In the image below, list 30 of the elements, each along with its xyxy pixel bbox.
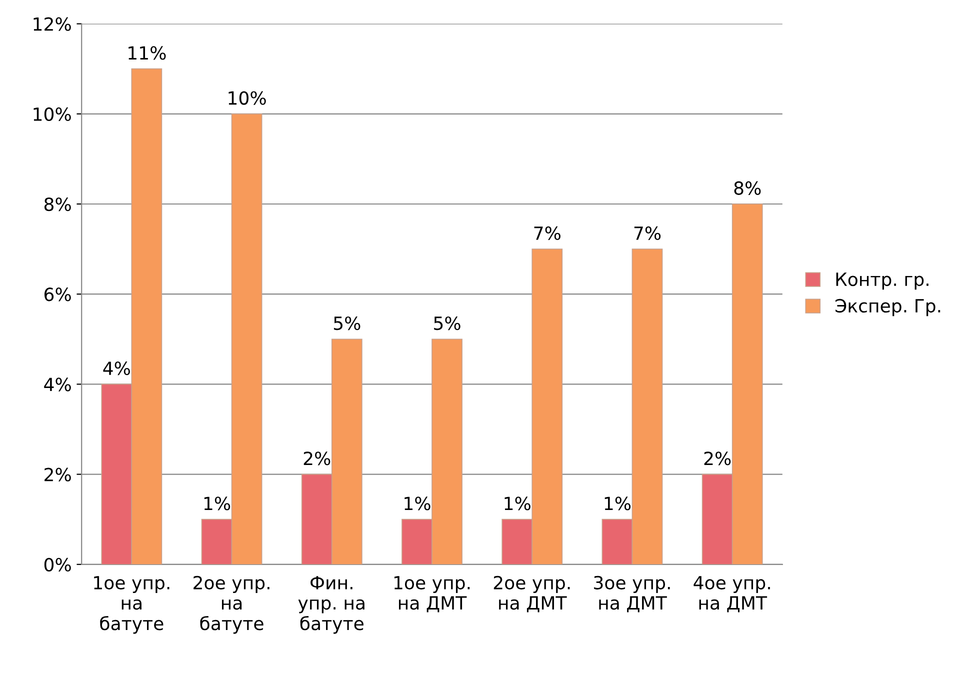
data-label: 1% — [404, 496, 430, 510]
x-tick-label: 1ое упр. на ДМТ — [394, 576, 470, 612]
data-label: 1% — [204, 496, 230, 510]
data-label: 7% — [634, 226, 661, 240]
legend-label: Экспер. Гр. — [836, 298, 940, 316]
x-tick-label: 2ое упр. на батуте — [194, 576, 270, 634]
data-label: 11% — [128, 46, 166, 60]
data-label: 5% — [334, 316, 360, 330]
data-label: 4% — [103, 361, 130, 376]
data-label: 5% — [434, 316, 460, 330]
y-tick-label: 10% — [34, 107, 71, 122]
y-tick-label: 4% — [44, 378, 71, 392]
x-tick-label: 2ое упр. на ДМТ — [494, 576, 570, 612]
data-label: 2% — [304, 452, 330, 466]
data-label: 7% — [534, 226, 560, 240]
y-tick-label: 12% — [34, 17, 71, 31]
x-tick-label: 3ое упр. на ДМТ — [594, 576, 670, 612]
data-label: 1% — [504, 496, 530, 510]
x-tick-label: Фин. упр. на батуте — [298, 576, 364, 634]
y-tick-label: 8% — [44, 197, 71, 212]
data-label: 1% — [604, 496, 631, 510]
y-tick-label: 0% — [44, 558, 71, 572]
x-tick-label: 1ое упр. на батуте — [94, 576, 170, 634]
data-label: 8% — [734, 181, 761, 195]
legend-label: Контр. гр. — [836, 272, 928, 290]
y-tick-label: 2% — [44, 468, 71, 482]
data-label: 2% — [704, 452, 731, 466]
x-tick-label: 4ое упр. на ДМТ — [694, 576, 770, 612]
data-label: 10% — [228, 91, 266, 105]
y-tick-label: 6% — [44, 288, 71, 302]
